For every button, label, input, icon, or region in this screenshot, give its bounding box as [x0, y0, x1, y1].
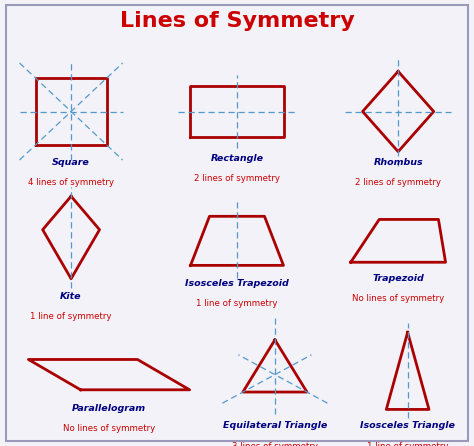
Text: 4 lines of symmetry: 4 lines of symmetry	[28, 178, 114, 187]
Text: 2 lines of symmetry: 2 lines of symmetry	[355, 178, 441, 187]
Text: No lines of symmetry: No lines of symmetry	[352, 294, 444, 303]
Text: Rhombus: Rhombus	[374, 158, 423, 167]
Text: Parallelogram: Parallelogram	[72, 404, 146, 413]
Text: Equilateral Triangle: Equilateral Triangle	[223, 421, 327, 430]
Text: Kite: Kite	[60, 292, 82, 301]
Text: 1 line of symmetry: 1 line of symmetry	[30, 312, 112, 321]
Text: 1 line of symmetry: 1 line of symmetry	[196, 299, 278, 308]
Text: Square: Square	[52, 158, 90, 167]
Text: 1 line of symmetry: 1 line of symmetry	[367, 442, 448, 446]
Text: Lines of Symmetry: Lines of Symmetry	[119, 11, 355, 31]
Text: Trapezoid: Trapezoid	[372, 274, 424, 283]
Text: 2 lines of symmetry: 2 lines of symmetry	[194, 174, 280, 183]
Text: 3 lines of symmetry: 3 lines of symmetry	[232, 442, 318, 446]
Text: Isosceles Trapezoid: Isosceles Trapezoid	[185, 279, 289, 288]
Text: Rectangle: Rectangle	[210, 154, 264, 163]
Text: Isosceles Triangle: Isosceles Triangle	[360, 421, 455, 430]
Text: No lines of symmetry: No lines of symmetry	[63, 424, 155, 433]
